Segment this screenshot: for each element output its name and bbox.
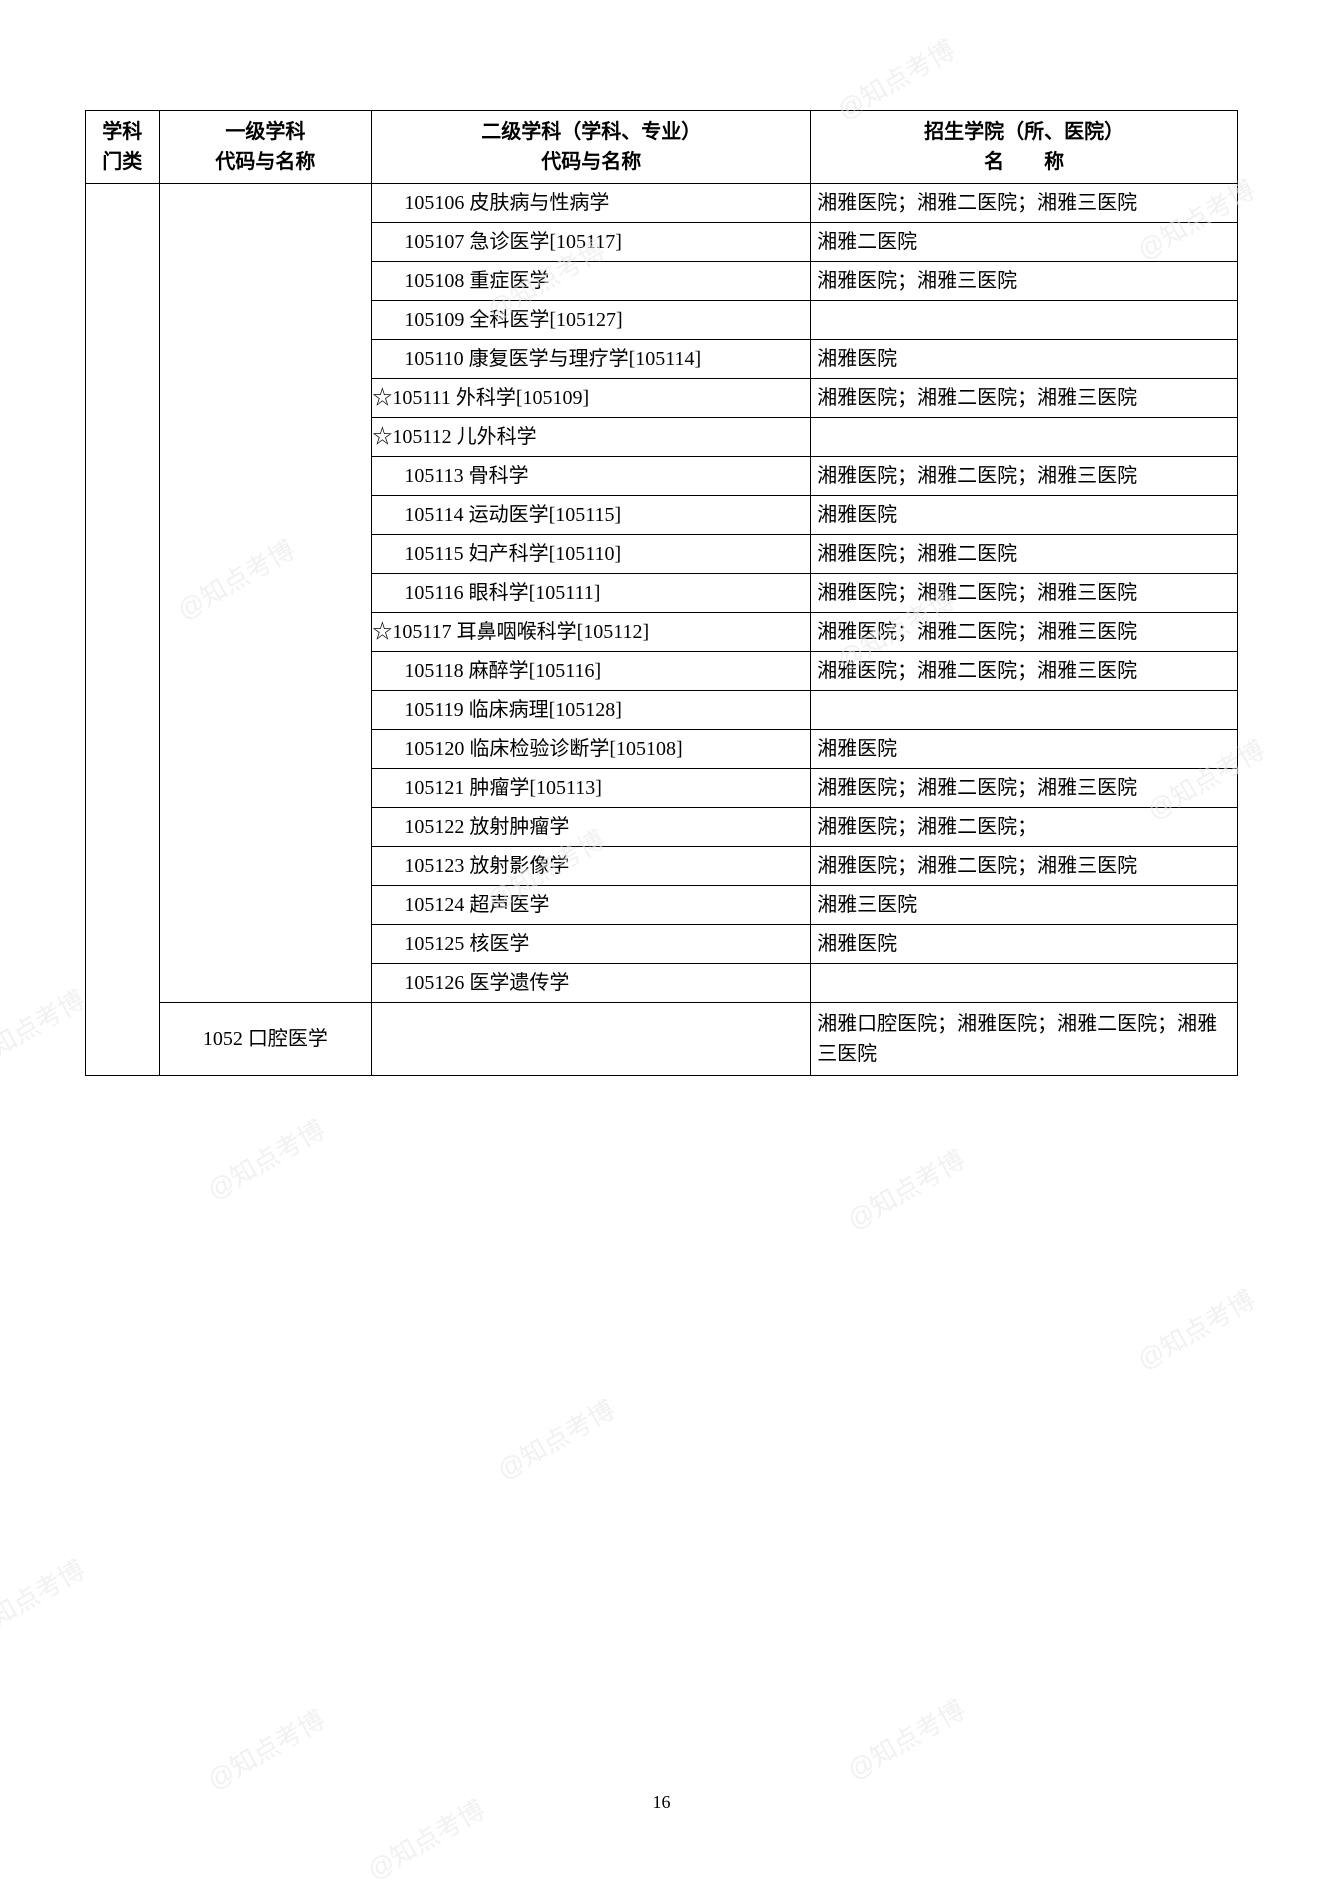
header-text: 代码与名称 [541,151,641,173]
header-category: 学科 门类 [86,111,160,184]
school-cell: 湘雅医院；湘雅二医院；湘雅三医院 [811,379,1238,418]
header-text: 招生学院（所、医院） [924,121,1124,143]
school-cell [811,964,1238,1003]
subject-cell: 105121 肿瘤学[105113] [372,769,811,808]
school-cell: 湘雅医院；湘雅二医院；湘雅三医院 [811,769,1238,808]
header-school: 招生学院（所、医院） 名 称 [811,111,1238,184]
subject-cell: 105126 医学遗传学 [372,964,811,1003]
school-cell: 湘雅医院 [811,340,1238,379]
header-text: 学科 [102,121,142,143]
school-cell: 湘雅医院 [811,730,1238,769]
header-text: 名 称 [984,151,1064,173]
watermark: @知点考博 [199,1700,330,1797]
subject-cell [372,1003,811,1076]
school-cell: 湘雅医院；湘雅二医院；湘雅三医院 [811,574,1238,613]
header-text: 代码与名称 [215,151,315,173]
subject-cell: 105114 运动医学[105115] [372,496,811,535]
watermark: @知点考博 [1129,1280,1260,1377]
school-cell: 湘雅医院；湘雅二医院； [811,808,1238,847]
school-cell: 湘雅医院；湘雅二医院；湘雅三医院 [811,613,1238,652]
subject-cell: ☆105112 儿外科学 [372,418,811,457]
header-subject: 二级学科（学科、专业） 代码与名称 [372,111,811,184]
header-discipline: 一级学科 代码与名称 [159,111,372,184]
discipline-cell [159,184,372,1003]
subject-cell: ☆105117 耳鼻咽喉科学[105112] [372,613,811,652]
subject-cell: 105116 眼科学[105111] [372,574,811,613]
subject-cell: 105123 放射影像学 [372,847,811,886]
school-cell: 湘雅三医院 [811,886,1238,925]
subject-cell: 105110 康复医学与理疗学[105114] [372,340,811,379]
page-number: 16 [0,1792,1323,1813]
subject-cell: ☆105111 外科学[105109] [372,379,811,418]
category-cell [86,184,160,1076]
subject-cell: 105113 骨科学 [372,457,811,496]
school-cell [811,418,1238,457]
watermark: @知点考博 [0,1550,91,1647]
subject-cell: 105106 皮肤病与性病学 [372,184,811,223]
school-cell: 湘雅医院；湘雅二医院 [811,535,1238,574]
table-row: 105106 皮肤病与性病学湘雅医院；湘雅二医院；湘雅三医院 [86,184,1238,223]
subject-cell: 105122 放射肿瘤学 [372,808,811,847]
watermark: @知点考博 [839,1690,970,1787]
subject-cell: 105109 全科医学[105127] [372,301,811,340]
subject-cell: 105124 超声医学 [372,886,811,925]
subject-cell: 105107 急诊医学[105117] [372,223,811,262]
subject-cell: 105120 临床检验诊断学[105108] [372,730,811,769]
subject-cell: 105115 妇产科学[105110] [372,535,811,574]
subject-cell: 105125 核医学 [372,925,811,964]
watermark: @知点考博 [839,1140,970,1237]
watermark: @知点考博 [489,1390,620,1487]
school-cell: 湘雅医院；湘雅三医院 [811,262,1238,301]
subject-cell: 105108 重症医学 [372,262,811,301]
header-text: 门类 [102,151,142,173]
school-cell: 湘雅医院；湘雅二医院；湘雅三医院 [811,184,1238,223]
school-cell: 湘雅二医院 [811,223,1238,262]
subject-cell: 105118 麻醉学[105116] [372,652,811,691]
discipline-table: 学科 门类 一级学科 代码与名称 二级学科（学科、专业） 代码与名称 招生学院（… [85,110,1238,1076]
school-cell: 湘雅医院 [811,496,1238,535]
school-cell: 湘雅口腔医院；湘雅医院；湘雅二医院；湘雅三医院 [811,1003,1238,1076]
table-row: 1052 口腔医学 湘雅口腔医院；湘雅医院；湘雅二医院；湘雅三医院 [86,1003,1238,1076]
table-header-row: 学科 门类 一级学科 代码与名称 二级学科（学科、专业） 代码与名称 招生学院（… [86,111,1238,184]
school-cell: 湘雅医院；湘雅二医院；湘雅三医院 [811,652,1238,691]
school-cell [811,301,1238,340]
school-cell: 湘雅医院；湘雅二医院；湘雅三医院 [811,457,1238,496]
discipline-cell: 1052 口腔医学 [159,1003,372,1076]
subject-cell: 105119 临床病理[105128] [372,691,811,730]
school-cell [811,691,1238,730]
school-cell: 湘雅医院；湘雅二医院；湘雅三医院 [811,847,1238,886]
header-text: 一级学科 [225,121,305,143]
school-cell: 湘雅医院 [811,925,1238,964]
header-text: 二级学科（学科、专业） [481,121,701,143]
